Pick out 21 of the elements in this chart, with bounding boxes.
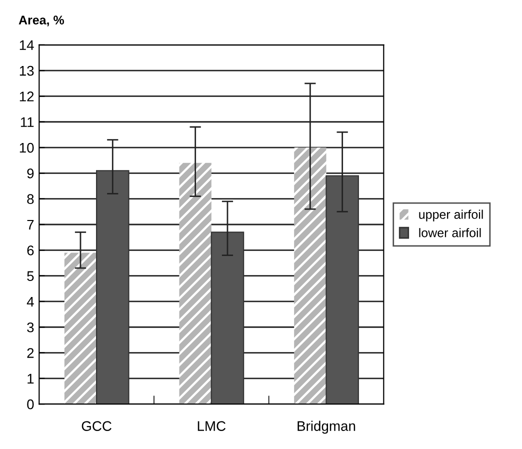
y-axis-title: Area, %: [18, 16, 64, 26]
y-tick-label: 0: [27, 399, 34, 410]
y-tick-label: 3: [27, 322, 34, 332]
y-tick-label: 4: [26, 296, 34, 307]
x-tick-label: Bridgman: [298, 420, 356, 434]
x-tick-label: LMC: [198, 421, 226, 431]
legend-label: lower airfoil: [419, 228, 481, 238]
x-tick-label: GCC: [82, 421, 112, 431]
y-tick-label: 11: [20, 117, 34, 127]
y-tick-label: 8: [27, 194, 34, 204]
y-tick-label: 1: [28, 374, 34, 384]
y-tick-label: 14: [20, 40, 34, 50]
y-tick-label: 6: [27, 245, 34, 256]
y-tick-label: 12: [20, 92, 34, 102]
y-tick-label: 10: [20, 142, 34, 153]
y-tick-label: 9: [27, 168, 34, 178]
y-tick-label: 5: [27, 271, 34, 281]
y-tick-label: 13: [20, 66, 34, 76]
y-tick-label: 2: [27, 348, 34, 358]
y-tick-label: 7: [27, 220, 34, 230]
legend-label: upper airfoil: [419, 210, 483, 222]
